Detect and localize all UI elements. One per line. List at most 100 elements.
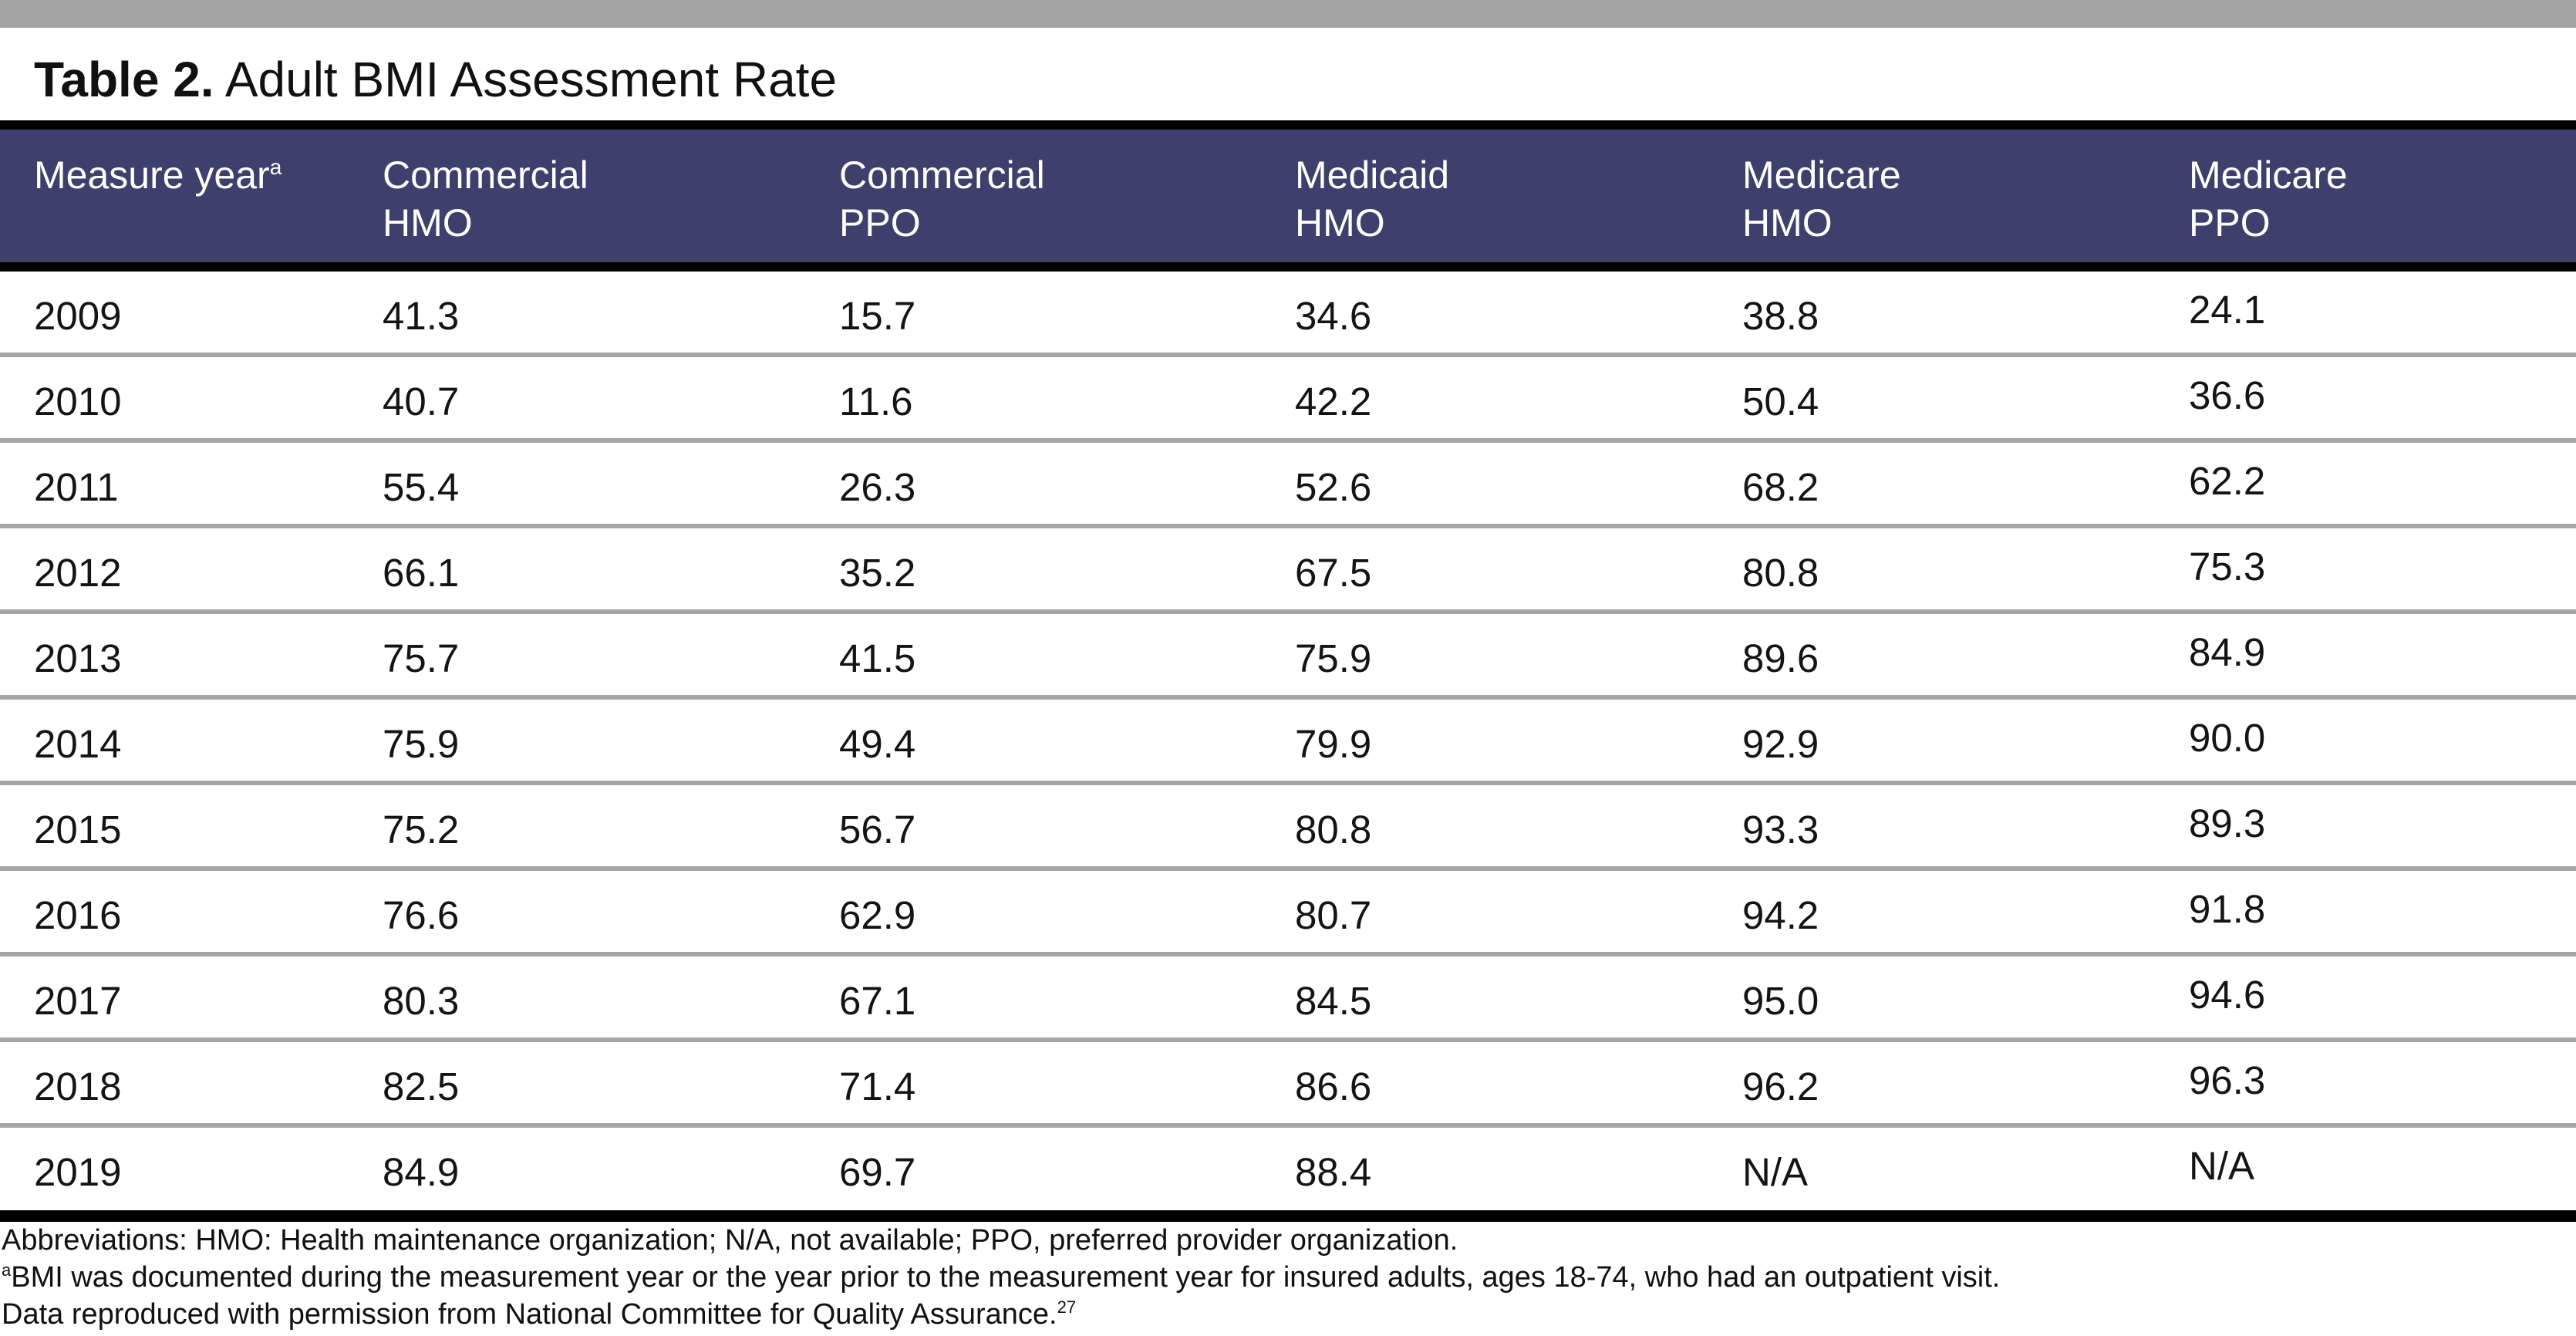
title-rule [0,120,2576,130]
table-row: 2018 82.5 71.4 86.6 96.2 96.3 [0,1042,2576,1124]
cell-medicare-hmo: 50.4 [1742,380,1819,423]
source-note: Data reproduced with permission from Nat… [2,1296,2570,1333]
row-divider [0,524,2576,528]
table-title-text: Adult BMI Assessment Rate [224,52,838,107]
table-row: 2015 75.2 56.7 80.8 93.3 89.3 [0,785,2576,867]
row-divider [0,353,2576,357]
cell-medicare-ppo: 94.6 [2189,973,2266,1017]
cell-commercial-hmo: 76.6 [383,893,460,937]
cell-commercial-ppo: 49.4 [839,722,916,766]
cell-measure-year: 2016 [34,893,122,937]
cell-commercial-hmo: 84.9 [383,1150,460,1194]
cell-medicaid-hmo: 80.7 [1295,893,1372,937]
cell-medicaid-hmo: 86.6 [1295,1064,1372,1108]
footnote-a-text: BMI was documented during the measuremen… [11,1261,2001,1294]
cell-commercial-ppo: 15.7 [839,294,916,338]
header-measure-year: Measure yeara [34,151,282,199]
abbreviations-note: Abbreviations: HMO: Health maintenance o… [2,1224,1458,1257]
header-label: Medicare [1742,154,1901,197]
table-row: 2017 80.3 67.1 84.5 95.0 94.6 [0,956,2576,1038]
cell-medicare-hmo: 68.2 [1742,465,1819,509]
table-row: 2010 40.7 11.6 42.2 50.4 36.6 [0,357,2576,439]
cell-commercial-hmo: 40.7 [383,380,460,423]
table-row: 2019 84.9 69.7 88.4 N/A N/A [0,1128,2576,1209]
source-reference: 27 [1057,1297,1077,1317]
cell-medicare-hmo: 38.8 [1742,294,1819,338]
header-label: PPO [2189,201,2271,245]
cell-measure-year: 2017 [34,979,122,1023]
cell-medicare-ppo: 24.1 [2189,288,2266,332]
row-divider [0,952,2576,956]
cell-commercial-ppo: 62.9 [839,893,916,937]
cell-medicaid-hmo: 42.2 [1295,380,1372,423]
table-row: 2014 75.9 49.4 79.9 92.9 90.0 [0,700,2576,781]
cell-commercial-hmo: 41.3 [383,294,460,338]
header-label: Commercial [383,154,588,197]
cell-commercial-ppo: 69.7 [839,1150,916,1194]
header-commercial-ppo: Commercial PPO [839,151,1045,247]
row-divider [0,1123,2576,1128]
cell-commercial-ppo: 56.7 [839,808,916,852]
cell-medicare-ppo: 75.3 [2189,545,2266,589]
row-divider [0,1037,2576,1042]
table-row: 2009 41.3 15.7 34.6 38.8 24.1 [0,272,2576,353]
cell-medicaid-hmo: 34.6 [1295,294,1372,338]
header-label: Medicaid [1295,154,1450,197]
table-row: 2013 75.7 41.5 75.9 89.6 84.9 [0,614,2576,696]
row-divider [0,695,2576,700]
cell-medicare-ppo: 91.8 [2189,887,2266,931]
cell-commercial-ppo: 41.5 [839,636,916,680]
table-row: 2012 66.1 35.2 67.5 80.8 75.3 [0,528,2576,610]
cell-measure-year: 2011 [34,465,119,509]
table-title-label: Table 2. [34,52,214,107]
cell-medicaid-hmo: 88.4 [1295,1150,1372,1194]
cell-commercial-hmo: 55.4 [383,465,460,509]
cell-measure-year: 2010 [34,380,122,423]
row-divider [0,438,2576,443]
table-row: 2011 55.4 26.3 52.6 68.2 62.2 [0,443,2576,525]
cell-measure-year: 2019 [34,1150,122,1194]
cell-commercial-ppo: 26.3 [839,465,916,509]
cell-medicare-ppo: 84.9 [2189,630,2266,674]
cell-commercial-hmo: 80.3 [383,979,460,1023]
header-label: HMO [1742,201,1833,245]
cell-medicaid-hmo: 79.9 [1295,722,1372,766]
cell-medicare-ppo: 62.2 [2189,459,2266,503]
cell-medicaid-hmo: 80.8 [1295,808,1372,852]
cell-commercial-ppo: 67.1 [839,979,916,1023]
cell-medicare-ppo: N/A [2189,1144,2255,1188]
table-bottom-rule [0,1210,2576,1222]
source-text: Data reproduced with permission from Nat… [2,1298,1057,1331]
cell-medicaid-hmo: 75.9 [1295,636,1372,680]
cell-commercial-ppo: 11.6 [839,380,913,423]
footnote-marker: a [269,155,282,179]
cell-medicare-ppo: 36.6 [2189,373,2266,417]
cell-measure-year: 2012 [34,551,122,595]
cell-medicaid-hmo: 52.6 [1295,465,1372,509]
row-divider [0,609,2576,614]
top-decorative-bar [0,0,2576,28]
cell-commercial-hmo: 75.9 [383,722,460,766]
header-label: Medicare [2189,154,2348,197]
cell-medicare-hmo: 96.2 [1742,1064,1819,1108]
cell-commercial-hmo: 82.5 [383,1064,460,1108]
cell-medicaid-hmo: 84.5 [1295,979,1372,1023]
cell-medicare-hmo: N/A [1742,1150,1809,1194]
cell-medicaid-hmo: 67.5 [1295,551,1372,595]
table-header: Measure yeara Commercial HMO Commercial … [0,130,2576,262]
header-commercial-hmo: Commercial HMO [383,151,588,247]
cell-measure-year: 2015 [34,808,122,852]
cell-medicare-hmo: 95.0 [1742,979,1819,1023]
cell-commercial-hmo: 75.2 [383,808,460,852]
table-row: 2016 76.6 62.9 80.7 94.2 91.8 [0,871,2576,953]
cell-measure-year: 2014 [34,722,122,766]
cell-measure-year: 2018 [34,1064,122,1108]
cell-medicare-ppo: 90.0 [2189,716,2266,760]
cell-commercial-ppo: 35.2 [839,551,916,595]
header-medicaid-hmo: Medicaid HMO [1295,151,1449,247]
footnote-a: aBMI was documented during the measureme… [2,1259,2570,1296]
header-medicare-hmo: Medicare HMO [1742,151,1901,247]
cell-commercial-hmo: 75.7 [383,636,460,680]
footnote-marker: a [2,1260,12,1280]
row-divider [0,866,2576,871]
